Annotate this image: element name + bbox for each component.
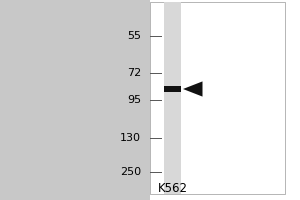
Text: 95: 95	[127, 95, 141, 105]
Bar	[0, 0, 150, 200]
Text: 72: 72	[127, 68, 141, 78]
Text: 250: 250	[120, 167, 141, 177]
Text: 130: 130	[120, 133, 141, 143]
Text: 55: 55	[127, 31, 141, 41]
Bar	[164, 2, 181, 194]
Text: K562: K562	[158, 182, 188, 196]
Polygon shape	[183, 81, 203, 97]
Bar	[164, 86, 181, 92]
Bar	[150, 2, 285, 194]
